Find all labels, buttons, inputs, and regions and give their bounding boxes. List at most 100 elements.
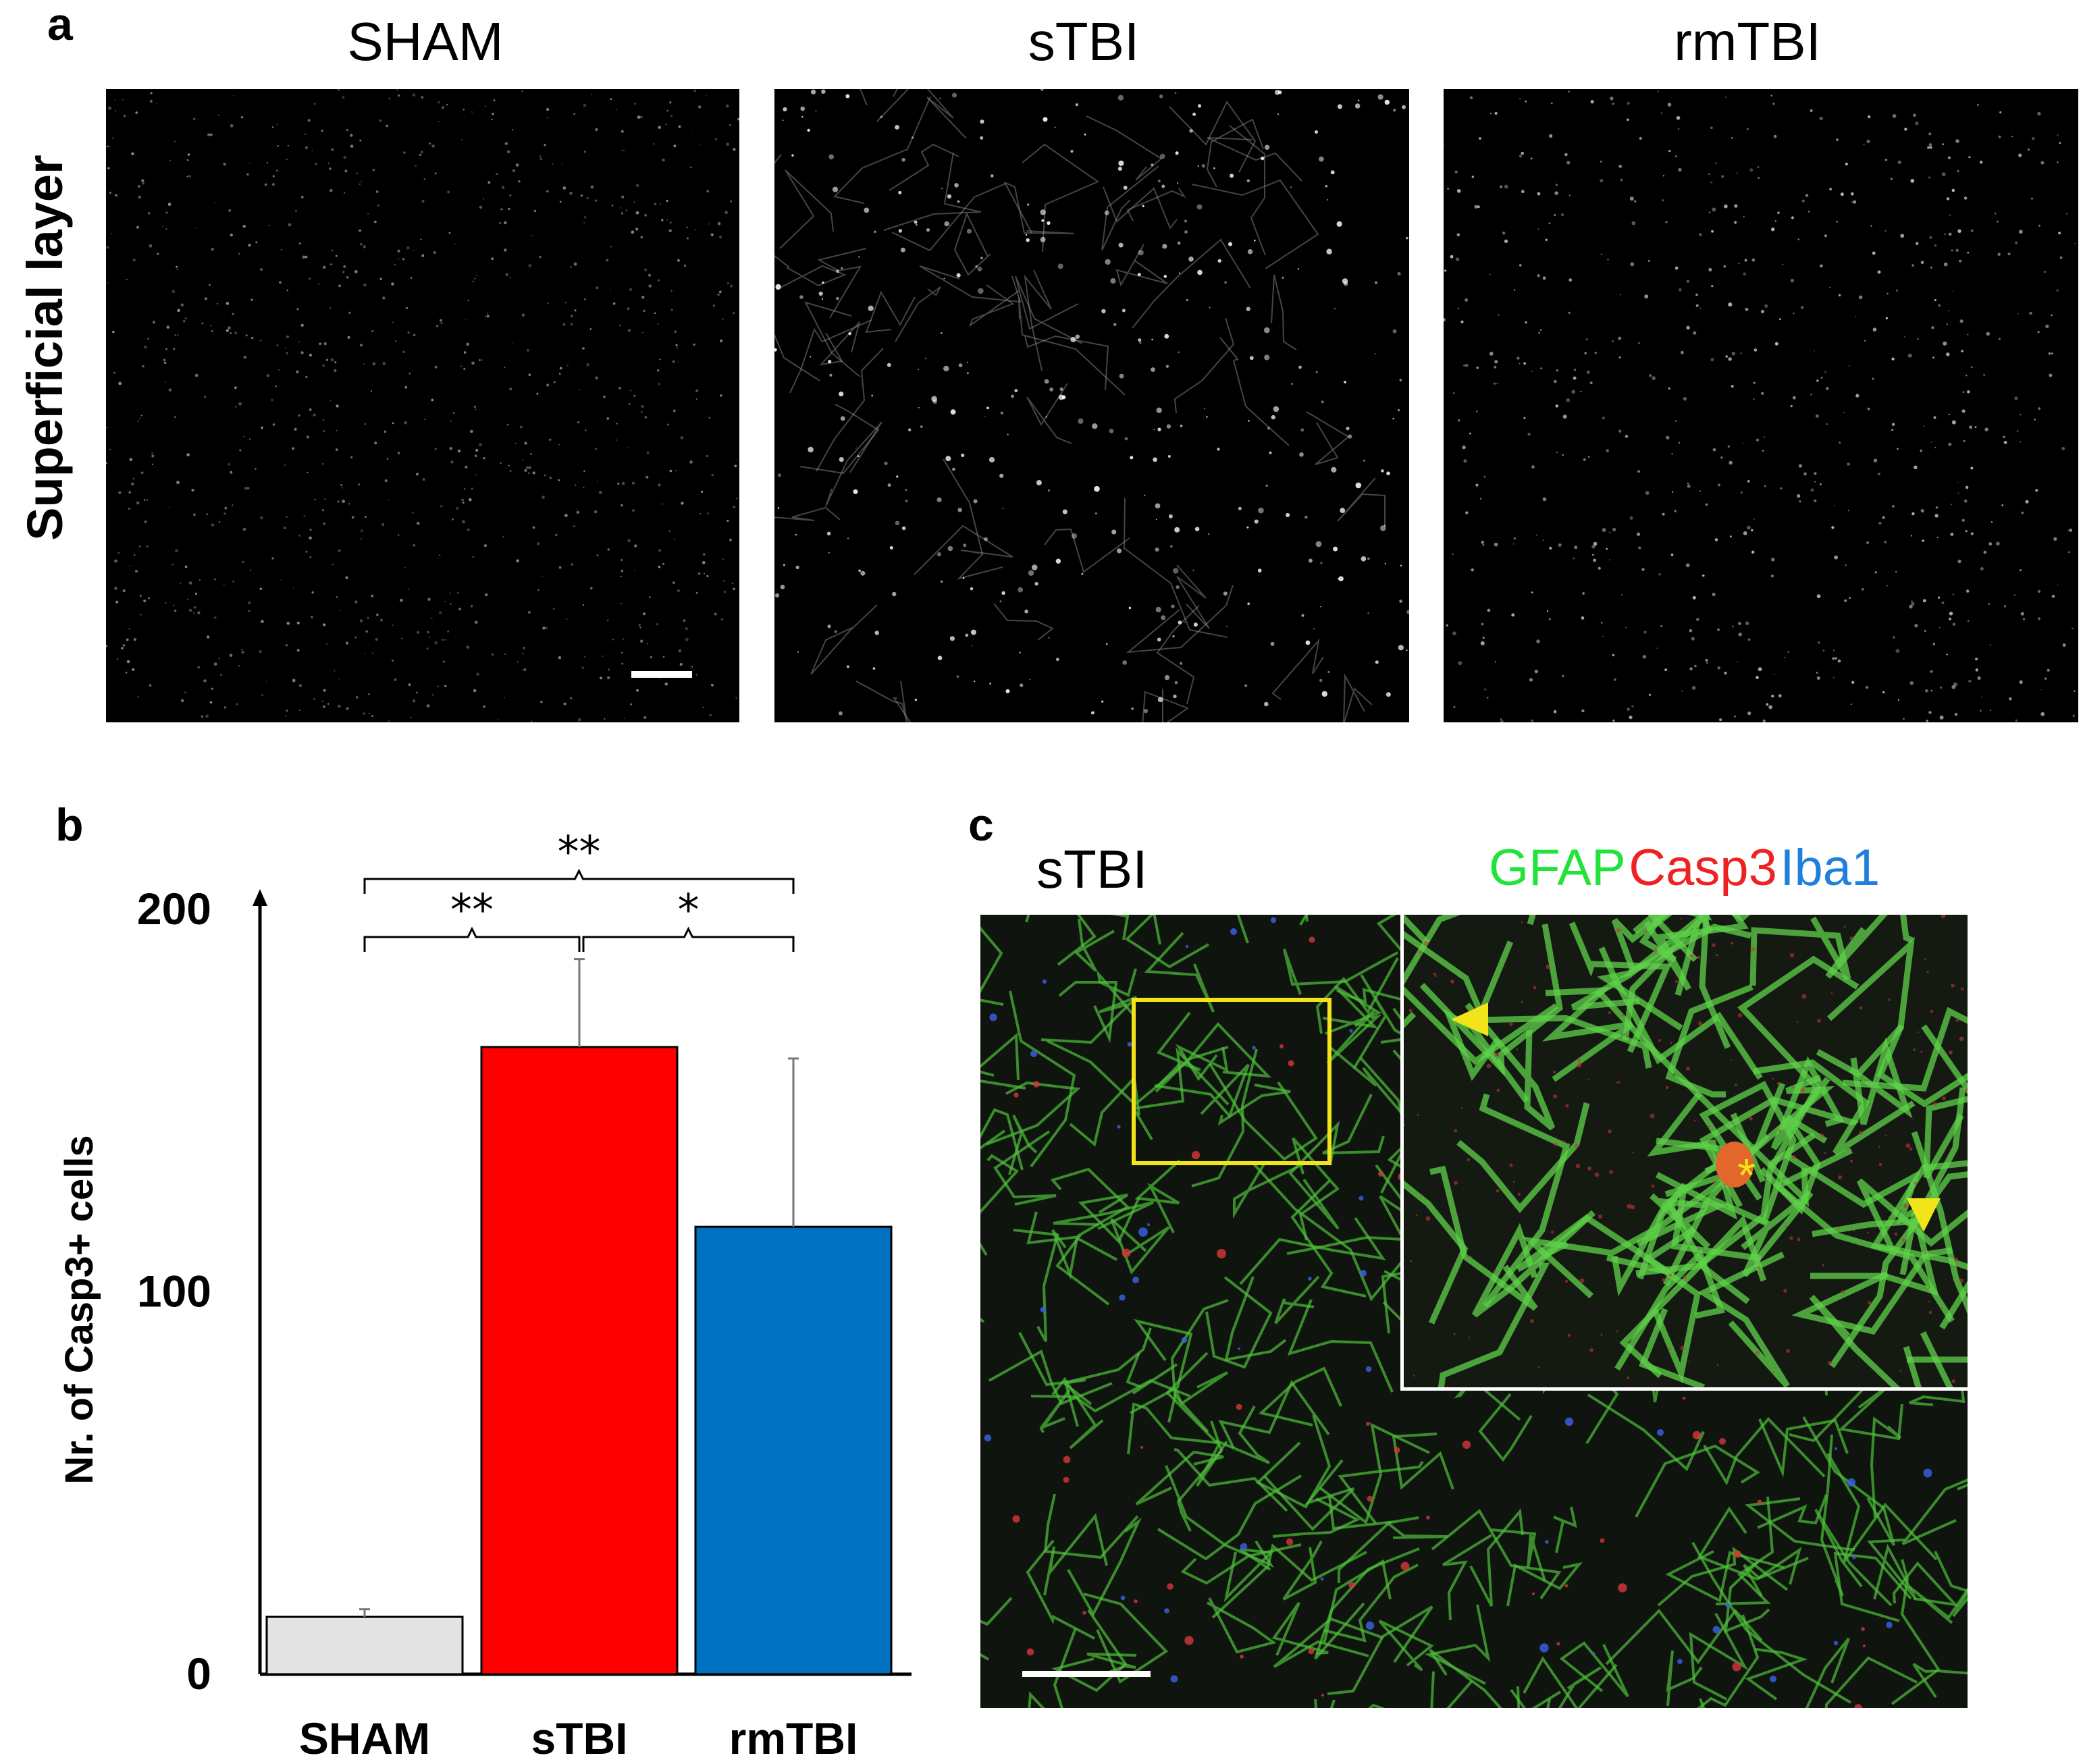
cell-speckle [1792, 396, 1796, 400]
cell-body [1040, 1306, 1047, 1313]
cell-speckle [795, 533, 797, 536]
cell-speckle [1151, 163, 1154, 167]
cell-process [1892, 1561, 1959, 1607]
cell-speckle [431, 398, 434, 402]
cell-speckle [940, 580, 943, 583]
cell-speckle [1637, 470, 1641, 473]
cell-speckle [342, 96, 345, 99]
cell-speckle [163, 358, 166, 362]
cell-speckle [1180, 662, 1183, 665]
cell-process [1003, 182, 1075, 234]
cell-speckle [1924, 425, 1925, 427]
cell-speckle [1519, 155, 1523, 158]
cell-process [1820, 1434, 1844, 1597]
cell-speckle [346, 128, 349, 132]
cell-speckle [1935, 506, 1939, 509]
cell-speckle [421, 254, 425, 257]
casp3-punctum [1822, 1264, 1824, 1266]
cell-speckle [1924, 629, 1926, 633]
casp3-punctum [1554, 1142, 1558, 1146]
cell-speckle [313, 103, 316, 105]
cell-speckle [900, 247, 905, 252]
cell-process [1368, 1671, 1435, 1708]
casp3-punctum [1470, 1256, 1473, 1258]
cell-speckle [288, 223, 292, 227]
casp3-punctum [1410, 1260, 1413, 1262]
cell-speckle [532, 526, 535, 529]
cell-process [1328, 1496, 1394, 1583]
cell-speckle [1029, 678, 1031, 680]
cell-process [1191, 1048, 1258, 1187]
cell-body [1400, 1561, 1410, 1571]
cell-speckle [335, 255, 338, 257]
cell-speckle [454, 243, 456, 244]
cell-process [1022, 143, 1100, 252]
cell-speckle [1600, 161, 1602, 163]
cell-speckle [423, 178, 426, 180]
cell-speckle [602, 655, 604, 658]
cell-speckle [641, 331, 643, 333]
casp3-punctum [1859, 1006, 1863, 1010]
cell-speckle [1301, 614, 1304, 617]
cell-process [1611, 915, 1670, 973]
cell-speckle [1961, 518, 1965, 522]
cell-speckle [539, 256, 542, 259]
cell-process [1745, 1648, 1808, 1701]
casp3-punctum [1589, 1348, 1593, 1352]
cell-speckle [296, 621, 300, 624]
cell-speckle [2040, 161, 2045, 165]
cell-speckle [2072, 714, 2075, 717]
cell-speckle [818, 291, 823, 296]
cell-speckle [857, 455, 860, 457]
cell-speckle [570, 323, 573, 326]
cell-body [1923, 1468, 1932, 1478]
cell-speckle [1247, 249, 1253, 255]
casp3-punctum [1878, 1162, 1882, 1167]
cell-speckle [376, 614, 379, 616]
cell-body [1539, 1643, 1549, 1653]
cell-speckle [107, 282, 108, 284]
cell-speckle [947, 194, 952, 199]
cell-speckle [450, 460, 454, 464]
cell-speckle [708, 417, 710, 419]
cell-speckle [1897, 699, 1899, 701]
cell-process [816, 348, 884, 472]
cell-speckle [1025, 234, 1028, 236]
cell-speckle [360, 243, 363, 246]
casp3-punctum [1698, 1021, 1702, 1025]
casp3-punctum [1454, 1181, 1458, 1185]
cell-speckle [149, 99, 153, 103]
cell-speckle [826, 531, 831, 536]
cell-body [1365, 1366, 1372, 1372]
casp3-punctum [1562, 1140, 1564, 1143]
cell-speckle [209, 284, 211, 286]
cell-speckle [1482, 637, 1485, 639]
cell-speckle [1737, 661, 1739, 663]
cell-speckle [1224, 281, 1227, 284]
cell-speckle [502, 535, 504, 538]
casp3-punctum [1512, 1181, 1515, 1183]
cell-speckle [1055, 558, 1061, 564]
zoomed-inset: * [1400, 915, 1968, 1391]
casp3-positive-astrocyte [1716, 1142, 1754, 1187]
cell-process [1849, 1037, 1913, 1125]
cell-speckle [392, 422, 394, 425]
cell-speckle [2056, 289, 2059, 292]
cell-speckle [365, 630, 368, 633]
cell-speckle [335, 448, 338, 451]
casp3-punctum [1564, 1279, 1568, 1283]
cell-speckle [363, 283, 367, 287]
cell-process [1635, 1444, 1760, 1518]
cell-speckle [305, 375, 308, 379]
casp3-punctum [1820, 1133, 1824, 1138]
cell-process [774, 506, 841, 521]
cell-speckle [868, 305, 874, 311]
cell-speckle [1130, 456, 1134, 460]
cell-speckle [1675, 155, 1677, 157]
cell-process [1553, 1506, 1577, 1553]
cell-speckle [218, 658, 220, 660]
cell-process [1229, 125, 1266, 256]
casp3-punctum [1901, 1238, 1905, 1242]
cell-process [1218, 1379, 1330, 1449]
cell-speckle [165, 348, 167, 350]
